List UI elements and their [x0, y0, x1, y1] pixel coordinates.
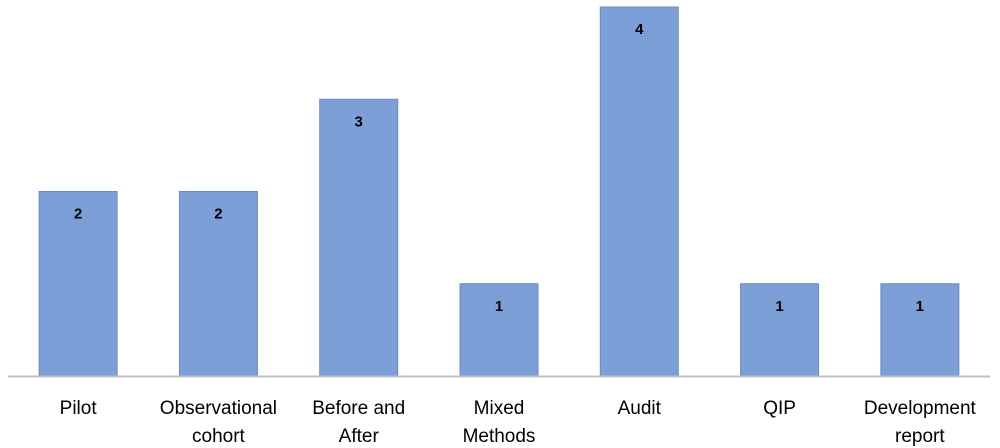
- category-label-line: Development: [864, 398, 977, 419]
- category-label-line: Before and: [312, 398, 405, 419]
- category-label-6: Development report: [864, 398, 977, 447]
- data-label-0: 2: [74, 206, 82, 223]
- data-label-6: 1: [916, 298, 924, 315]
- category-label-line: cohort: [192, 426, 246, 447]
- bar-0: [38, 191, 118, 377]
- bar-2: [319, 98, 399, 377]
- category-label-4: Audit: [618, 398, 662, 419]
- data-label-5: 1: [775, 298, 783, 315]
- category-label-line: QIP: [763, 398, 796, 419]
- category-label-line: Pilot: [60, 398, 98, 419]
- bar-1: [178, 191, 258, 377]
- category-label-line: report: [895, 426, 945, 447]
- bar-3: [459, 283, 539, 377]
- data-label-3: 1: [495, 298, 503, 315]
- category-label-5: QIP: [763, 398, 796, 419]
- category-label-0: Pilot: [60, 398, 98, 419]
- data-label-2: 3: [355, 113, 363, 130]
- category-label-3: Mixed Methods: [463, 398, 536, 447]
- category-label-line: Methods: [463, 426, 536, 447]
- category-labels-group: Pilot Observational cohort Before and After M…: [60, 398, 977, 447]
- data-label-1: 2: [214, 206, 222, 223]
- category-label-line: Observational: [160, 398, 277, 419]
- bar-5: [740, 283, 820, 377]
- data-labels-group: 2 2 3 1 4 1 1: [74, 21, 924, 315]
- bar-6: [880, 283, 960, 377]
- category-label-1: Observational cohort: [160, 398, 277, 447]
- bar-4: [599, 6, 679, 377]
- data-label-4: 4: [635, 21, 644, 38]
- category-label-line: Audit: [618, 398, 662, 419]
- category-label-line: After: [339, 426, 380, 447]
- bars-group: [38, 6, 960, 377]
- category-label-2: Before and After: [312, 398, 405, 447]
- category-label-line: Mixed: [474, 398, 525, 419]
